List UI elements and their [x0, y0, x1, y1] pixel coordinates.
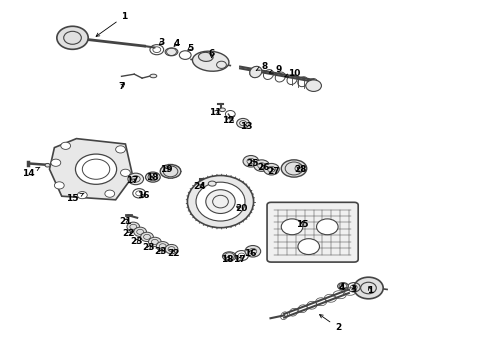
Circle shape: [105, 190, 115, 197]
Circle shape: [354, 277, 383, 299]
Ellipse shape: [160, 165, 181, 178]
Text: 2: 2: [319, 315, 341, 332]
Text: 17: 17: [233, 256, 245, 264]
Circle shape: [245, 246, 261, 257]
Circle shape: [127, 222, 140, 231]
Text: 18: 18: [221, 256, 234, 264]
Circle shape: [141, 232, 153, 242]
Text: 6: 6: [209, 49, 215, 58]
Text: 16: 16: [244, 249, 256, 258]
Ellipse shape: [220, 108, 225, 112]
Polygon shape: [49, 139, 133, 200]
Ellipse shape: [206, 190, 235, 213]
Circle shape: [77, 192, 87, 199]
Text: 19: 19: [160, 165, 173, 174]
Text: 21: 21: [119, 216, 132, 225]
Text: 8: 8: [256, 62, 268, 71]
Text: 23: 23: [154, 248, 167, 256]
Text: 14: 14: [22, 167, 40, 178]
Ellipse shape: [196, 182, 245, 221]
Text: 5: 5: [187, 44, 193, 53]
Text: 26: 26: [257, 163, 270, 172]
Circle shape: [298, 239, 319, 255]
Circle shape: [237, 118, 249, 128]
Circle shape: [128, 173, 144, 185]
Text: 7: 7: [118, 82, 125, 91]
Text: 4: 4: [173, 40, 180, 49]
Text: 3: 3: [159, 38, 165, 47]
Text: 16: 16: [137, 192, 149, 200]
Ellipse shape: [250, 66, 262, 78]
Text: 28: 28: [294, 165, 307, 174]
Text: 17: 17: [126, 176, 139, 185]
Text: 27: 27: [267, 167, 280, 176]
Circle shape: [281, 219, 303, 235]
Circle shape: [51, 159, 61, 166]
Text: 1: 1: [368, 287, 373, 295]
Ellipse shape: [338, 283, 348, 290]
Text: 25: 25: [246, 159, 259, 168]
Text: 23: 23: [143, 243, 155, 252]
Text: 9: 9: [270, 65, 282, 74]
Ellipse shape: [165, 48, 178, 56]
Text: 1: 1: [96, 12, 127, 36]
Text: 15: 15: [295, 220, 308, 229]
Circle shape: [134, 227, 147, 237]
Circle shape: [61, 142, 71, 149]
Text: 11: 11: [209, 108, 222, 117]
Text: 22: 22: [122, 230, 135, 239]
Text: 23: 23: [130, 237, 143, 246]
Ellipse shape: [150, 74, 157, 78]
Circle shape: [57, 26, 88, 49]
Circle shape: [148, 237, 161, 247]
Circle shape: [156, 242, 169, 251]
Ellipse shape: [222, 252, 236, 261]
Circle shape: [243, 156, 259, 167]
Ellipse shape: [187, 175, 254, 228]
Text: 13: 13: [240, 122, 252, 131]
Text: 3: 3: [351, 285, 357, 294]
Circle shape: [121, 169, 130, 176]
Circle shape: [306, 80, 321, 91]
Circle shape: [317, 219, 338, 235]
Ellipse shape: [146, 172, 160, 182]
Text: 12: 12: [222, 116, 235, 125]
Circle shape: [116, 146, 125, 153]
Ellipse shape: [281, 160, 307, 177]
Text: 4: 4: [339, 284, 345, 292]
Circle shape: [254, 160, 270, 171]
Text: 18: 18: [146, 173, 158, 181]
Circle shape: [165, 244, 178, 254]
Ellipse shape: [193, 51, 229, 71]
Circle shape: [54, 182, 64, 189]
Ellipse shape: [198, 52, 213, 62]
Text: 22: 22: [167, 249, 180, 258]
FancyBboxPatch shape: [267, 202, 358, 262]
Text: 24: 24: [194, 182, 206, 191]
Text: 15: 15: [66, 193, 84, 203]
Text: 20: 20: [235, 204, 247, 213]
Circle shape: [264, 163, 279, 175]
Circle shape: [75, 154, 117, 184]
Ellipse shape: [208, 181, 216, 186]
Ellipse shape: [45, 163, 50, 167]
Text: 10: 10: [285, 69, 300, 78]
